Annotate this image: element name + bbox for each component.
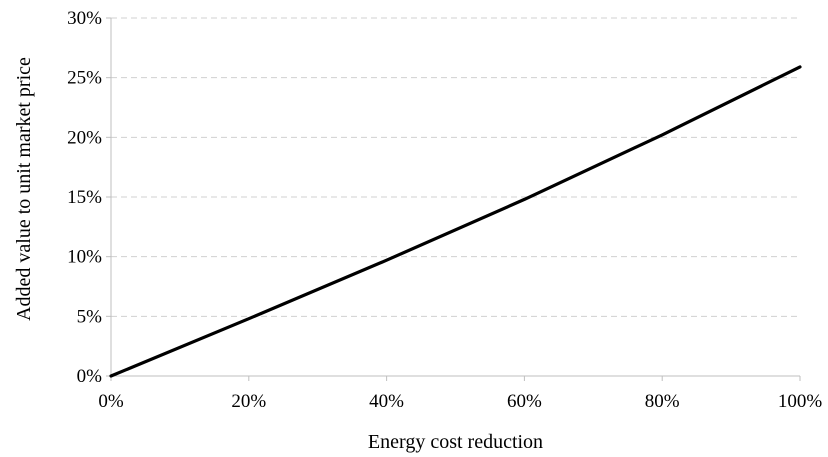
y-axis-title: Added value to unit market price xyxy=(13,57,35,321)
x-tick-label: 20% xyxy=(231,391,266,412)
x-axis-title: Energy cost reduction xyxy=(368,431,543,453)
series-line xyxy=(109,65,802,378)
x-tick-label: 0% xyxy=(98,391,124,412)
y-tick-label: 25% xyxy=(67,68,102,89)
y-tick-label: 5% xyxy=(77,306,103,327)
y-axis-ticks: 0% 5% 10% 15% 20% 25% 30% xyxy=(67,8,111,387)
y-tick-label: 20% xyxy=(67,127,102,148)
series-layer xyxy=(109,65,802,378)
y-tick-label: 10% xyxy=(67,247,102,268)
y-tick-label: 15% xyxy=(67,187,102,208)
x-tick-label: 100% xyxy=(778,391,823,412)
gridlines xyxy=(111,17,800,317)
x-tick-label: 80% xyxy=(645,391,680,412)
y-tick-label: 30% xyxy=(67,8,102,29)
x-axis-ticks: 0% 20% 40% 60% 80% 100% xyxy=(98,376,822,412)
x-tick-label: 60% xyxy=(507,391,542,412)
x-tick-label: 40% xyxy=(369,391,404,412)
y-tick-label: 0% xyxy=(77,366,103,387)
